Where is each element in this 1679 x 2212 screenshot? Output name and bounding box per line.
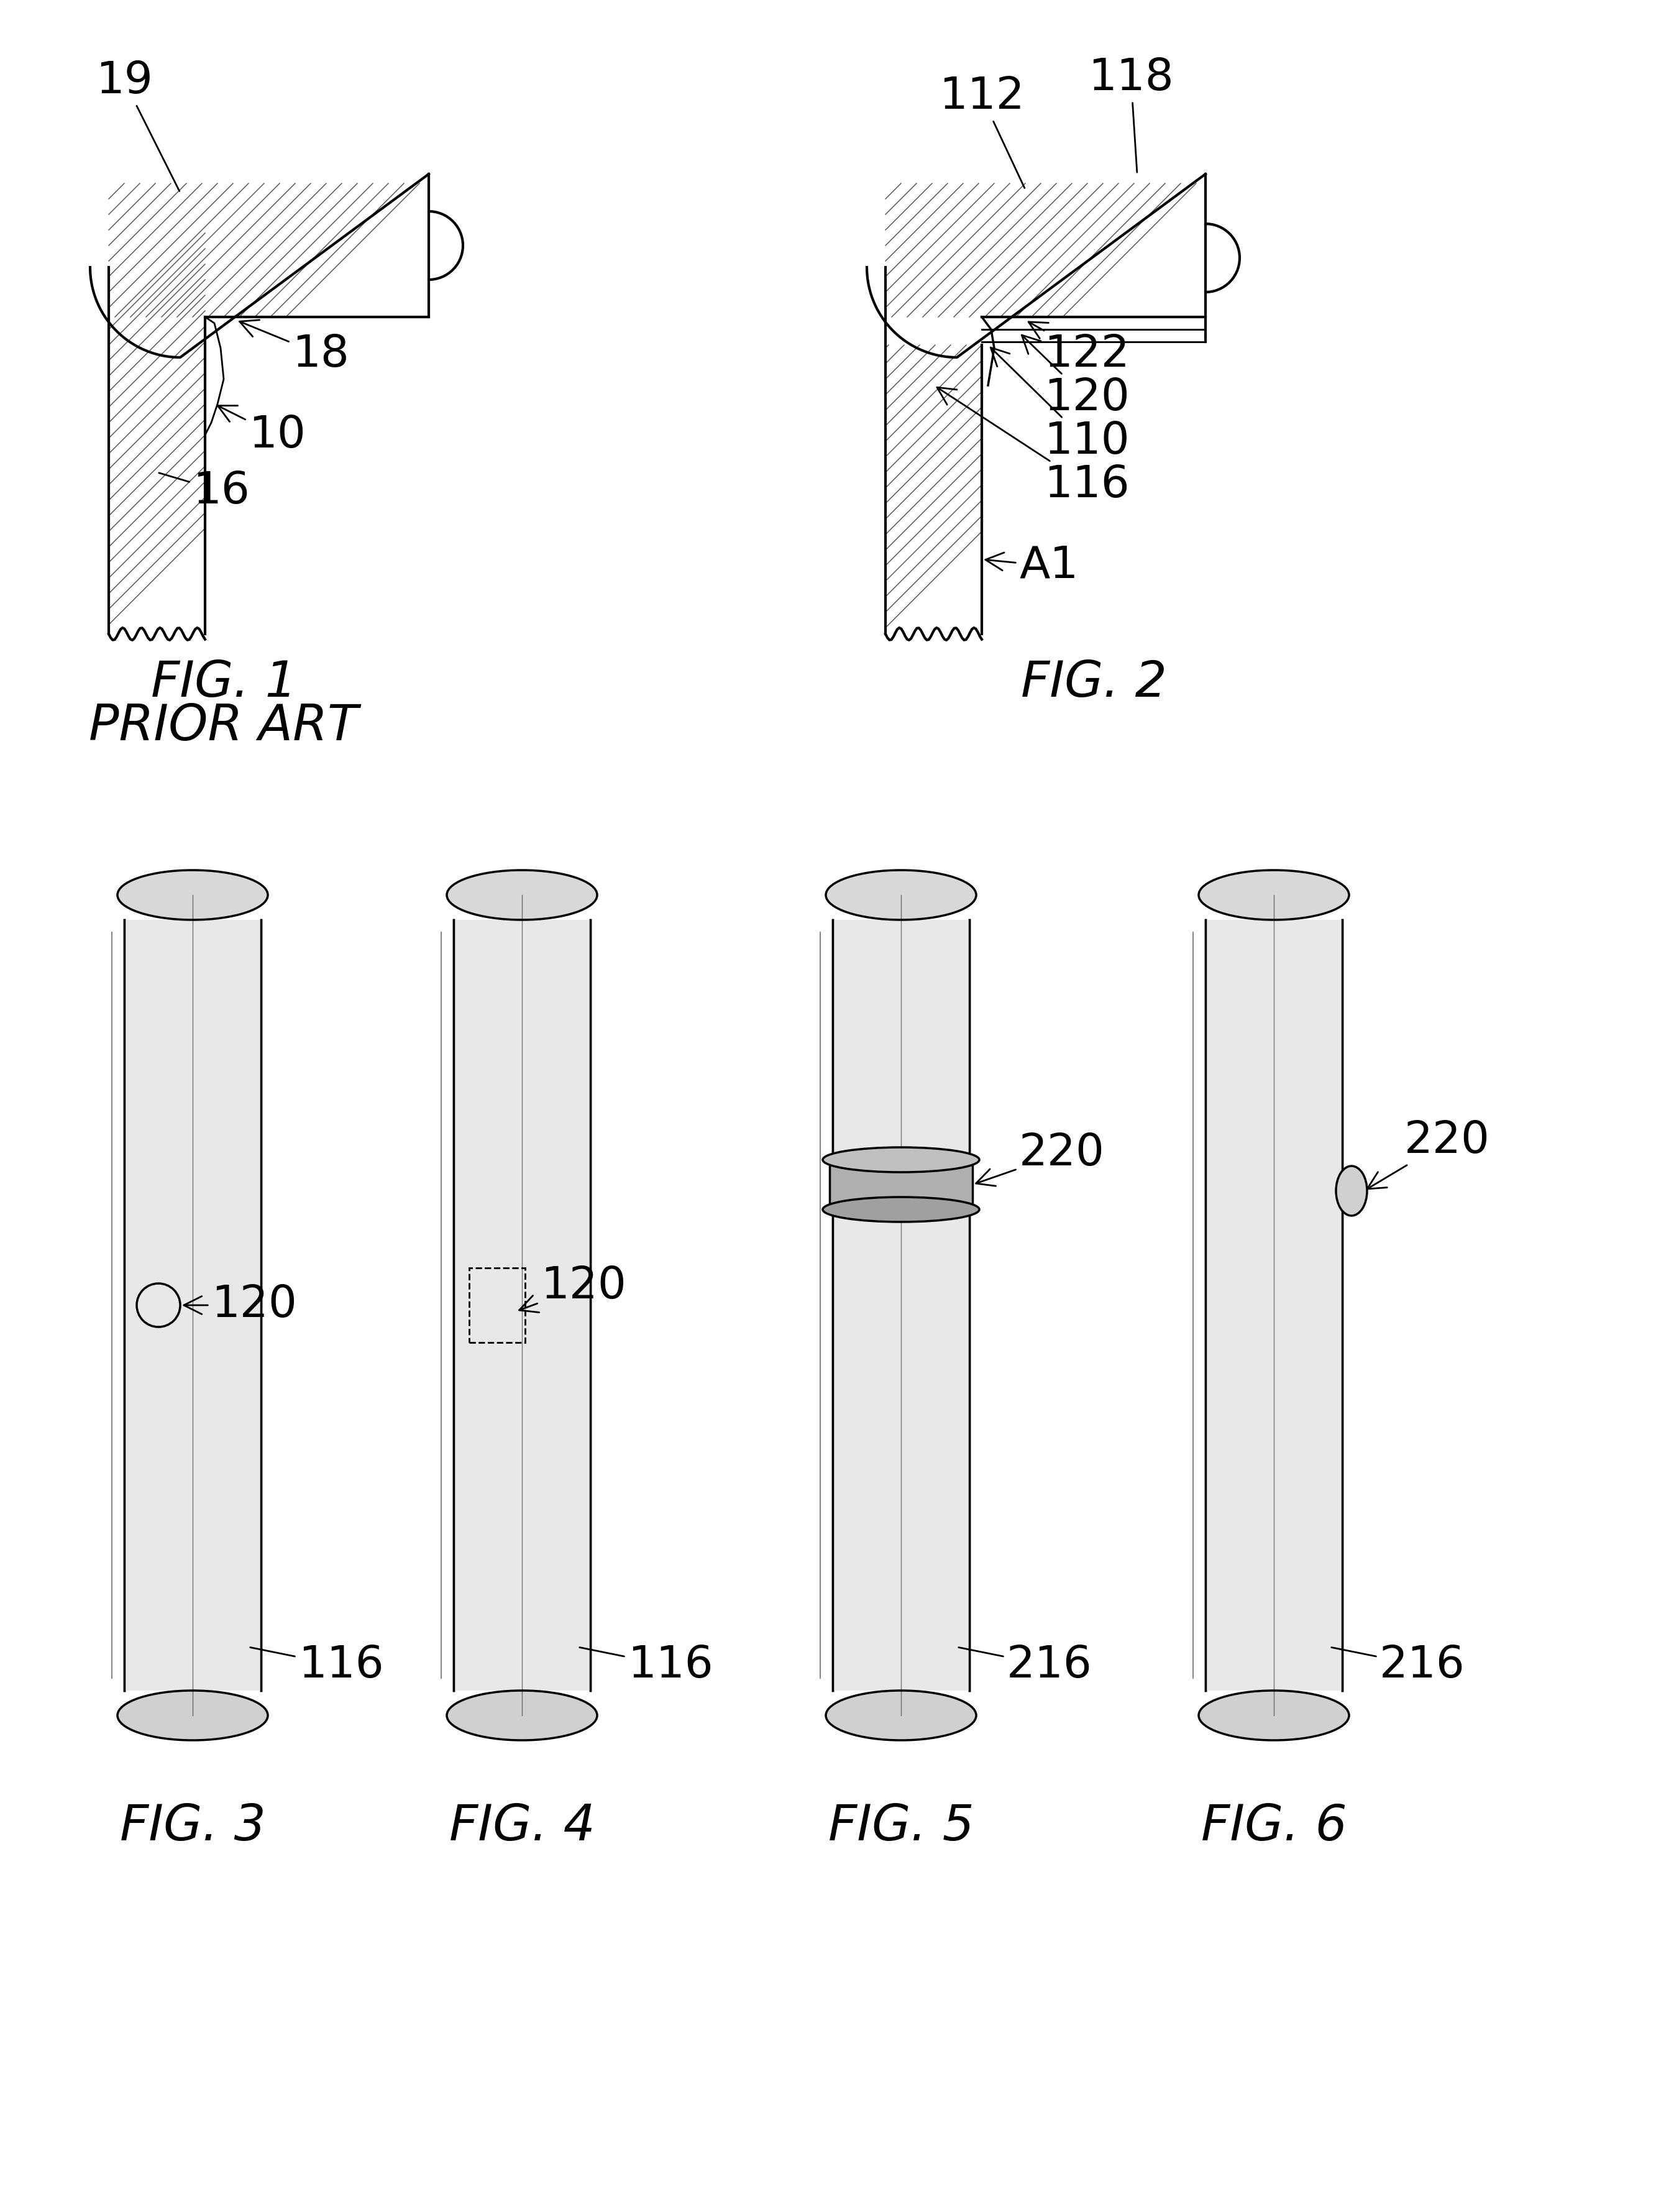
Text: 122: 122 bbox=[1029, 323, 1130, 376]
Text: FIG. 1: FIG. 1 bbox=[151, 659, 297, 708]
FancyBboxPatch shape bbox=[833, 920, 969, 1690]
Text: PRIOR ART: PRIOR ART bbox=[89, 703, 358, 750]
Ellipse shape bbox=[118, 1690, 269, 1741]
Text: 116: 116 bbox=[579, 1644, 714, 1688]
Text: 110: 110 bbox=[991, 347, 1130, 462]
Text: FIG. 5: FIG. 5 bbox=[828, 1803, 974, 1851]
Text: A1: A1 bbox=[986, 544, 1078, 588]
Text: 120: 120 bbox=[519, 1265, 626, 1312]
Text: FIG. 3: FIG. 3 bbox=[119, 1803, 265, 1851]
Text: 220: 220 bbox=[1367, 1119, 1489, 1190]
Ellipse shape bbox=[1336, 1166, 1367, 1217]
Ellipse shape bbox=[447, 1690, 598, 1741]
Text: 120: 120 bbox=[1023, 334, 1130, 420]
FancyBboxPatch shape bbox=[453, 920, 591, 1690]
Ellipse shape bbox=[823, 1148, 979, 1172]
Ellipse shape bbox=[118, 869, 269, 920]
Bar bbox=[468, 1267, 526, 1343]
Ellipse shape bbox=[1199, 869, 1348, 920]
Text: 118: 118 bbox=[1088, 58, 1174, 173]
Text: 220: 220 bbox=[975, 1133, 1105, 1186]
Text: 18: 18 bbox=[240, 321, 349, 376]
Text: 112: 112 bbox=[939, 75, 1024, 188]
Text: 116: 116 bbox=[937, 387, 1130, 507]
Text: 19: 19 bbox=[96, 60, 180, 190]
FancyBboxPatch shape bbox=[124, 920, 260, 1690]
Text: 10: 10 bbox=[218, 405, 306, 458]
Bar bbox=[829, 1159, 972, 1210]
FancyBboxPatch shape bbox=[1206, 920, 1342, 1690]
Text: 116: 116 bbox=[250, 1644, 384, 1688]
Ellipse shape bbox=[1199, 1690, 1348, 1741]
Text: FIG. 4: FIG. 4 bbox=[448, 1803, 594, 1851]
Text: 16: 16 bbox=[160, 469, 250, 513]
Ellipse shape bbox=[447, 869, 598, 920]
Ellipse shape bbox=[826, 1690, 975, 1741]
Text: FIG. 2: FIG. 2 bbox=[1021, 659, 1167, 708]
Text: 120: 120 bbox=[185, 1283, 297, 1327]
Ellipse shape bbox=[823, 1197, 979, 1221]
Text: 216: 216 bbox=[959, 1644, 1093, 1688]
Ellipse shape bbox=[826, 869, 975, 920]
Text: 216: 216 bbox=[1331, 1644, 1466, 1688]
Text: FIG. 6: FIG. 6 bbox=[1200, 1803, 1347, 1851]
